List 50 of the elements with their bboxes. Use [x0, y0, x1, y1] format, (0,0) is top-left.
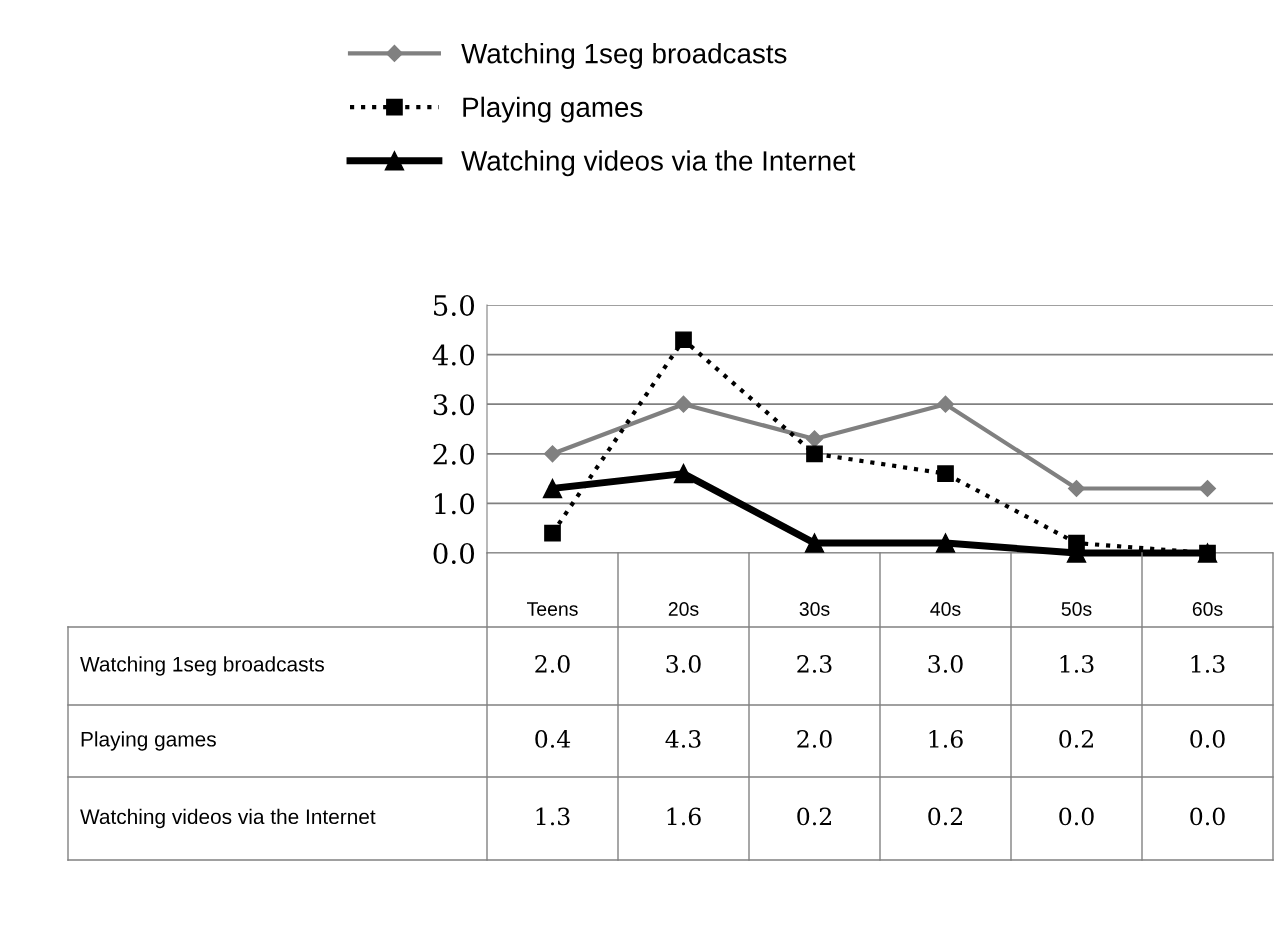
- point: [937, 465, 954, 482]
- y-tick-label: 1.0: [435, 493, 475, 515]
- point: [804, 533, 825, 553]
- data-label: 0.2: [928, 807, 962, 826]
- data-label: 3.0: [928, 654, 963, 673]
- legend-label: Playing games: [463, 96, 643, 123]
- data-label: 2.0: [535, 654, 570, 673]
- data-label: 0.2: [1059, 729, 1093, 748]
- data-label: 1.6: [929, 729, 963, 748]
- point: [1198, 479, 1217, 498]
- data-label: 3.0: [666, 654, 701, 673]
- data-label: 2.3: [797, 654, 832, 673]
- x-tick-label: 20s: [668, 602, 699, 616]
- legend-label: Watching videos via the Internet: [461, 150, 856, 177]
- data-label: 1.3: [1191, 654, 1225, 673]
- data-label: 1.6: [667, 807, 701, 826]
- text: Watching videos via the Internet: [80, 808, 376, 829]
- point: [806, 445, 823, 463]
- x-tick-label: Teens: [527, 602, 578, 616]
- point: [543, 445, 562, 463]
- y-tick-label: 3.0: [433, 394, 475, 416]
- point: [1067, 479, 1086, 498]
- y-tick-label: 0.0: [433, 542, 475, 564]
- data-label: 2.0: [797, 729, 832, 748]
- data-label: 4.3: [665, 729, 701, 748]
- data-label: 0.4: [535, 729, 571, 748]
- data-label: 0.2: [797, 807, 831, 826]
- legend-label: Watching 1seg broadcasts: [461, 43, 787, 69]
- data-label: 1.3: [536, 807, 570, 826]
- point: [805, 430, 824, 448]
- point: [544, 524, 561, 542]
- y-tick-label: 4.0: [432, 344, 475, 366]
- x-tick-label: 30s: [799, 602, 830, 616]
- data-label: 1.3: [1060, 654, 1094, 673]
- x-tick-label: 60s: [1192, 602, 1223, 616]
- point: [675, 331, 692, 349]
- data-label: 0.0: [1190, 807, 1225, 826]
- data-label: 0.0: [1190, 729, 1225, 748]
- x-tick-label: 50s: [1061, 602, 1092, 616]
- y-tick-label: 5.0: [434, 294, 475, 316]
- data-label: 0.0: [1059, 807, 1094, 826]
- text: Playing games: [81, 731, 216, 751]
- point: [542, 478, 563, 499]
- y-tick-label: 2.0: [433, 443, 475, 465]
- point: [674, 395, 693, 413]
- point: [936, 395, 955, 413]
- text: Watching 1seg broadcasts: [80, 656, 324, 676]
- point: [935, 533, 956, 553]
- point: [673, 463, 694, 484]
- x-tick-label: 40s: [930, 602, 961, 616]
